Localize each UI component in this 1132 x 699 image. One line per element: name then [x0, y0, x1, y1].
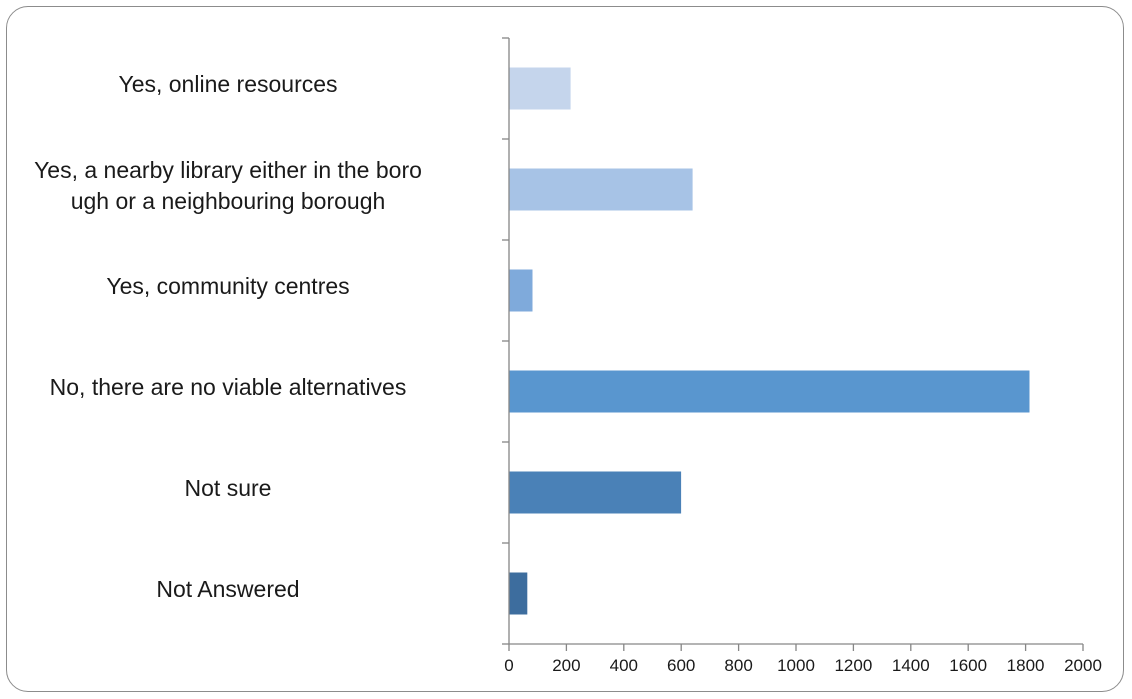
bar-2 [509, 269, 533, 312]
x-tick-label: 1000 [777, 656, 815, 675]
x-tick-label: 200 [552, 656, 581, 675]
category-label-2: Yes, community centres [106, 273, 350, 299]
chart-frame [6, 6, 1124, 692]
bar-0 [509, 67, 571, 110]
x-tick-label: 1400 [891, 656, 930, 675]
bar-1 [509, 168, 693, 211]
x-tick-label: 600 [667, 656, 696, 675]
x-tick-label: 2000 [1064, 656, 1102, 675]
bar-4 [509, 471, 682, 514]
category-label-1: Yes, a nearby library either in the boro… [34, 156, 422, 214]
x-tick-label: 0 [504, 656, 514, 675]
x-tick-label: 400 [609, 656, 638, 675]
category-label-4: Not sure [184, 475, 272, 501]
x-tick-label: 1600 [949, 656, 988, 675]
category-label-5: Not Answered [156, 576, 300, 602]
category-label-0: Yes, online resources [118, 71, 338, 97]
category-label-3: No, there are no viable alternatives [49, 374, 407, 400]
bar-3 [509, 370, 1030, 413]
x-tick-label: 1800 [1006, 656, 1045, 675]
bar-5 [509, 572, 528, 615]
x-tick-label: 1200 [834, 656, 873, 675]
x-tick-label: 800 [724, 656, 753, 675]
